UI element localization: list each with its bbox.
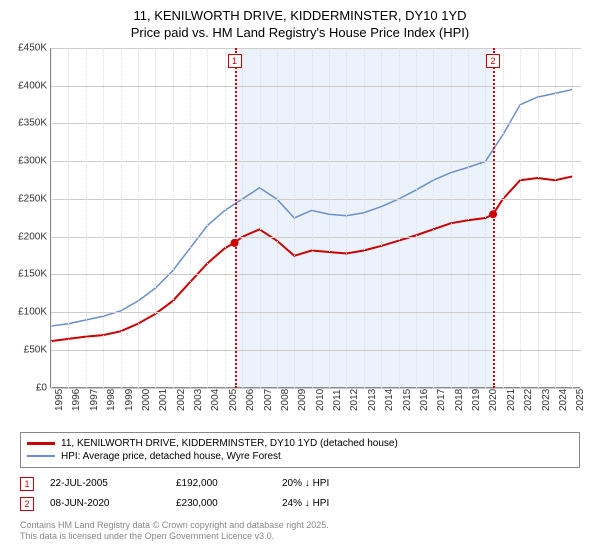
chart-area: £0 £50K £100K £150K £200K £250K £300K £350K £400… bbox=[10, 48, 590, 428]
y-axis-label: £300K bbox=[11, 156, 47, 167]
line-layer bbox=[51, 48, 581, 388]
x-axis-label: 2018 bbox=[454, 389, 465, 411]
annotation-num: 2 bbox=[20, 497, 34, 511]
y-axis-label: £200K bbox=[11, 231, 47, 242]
x-axis-label: 2007 bbox=[263, 389, 274, 411]
x-axis-label: 2016 bbox=[419, 389, 430, 411]
x-axis-label: 2025 bbox=[575, 389, 586, 411]
legend-swatch bbox=[27, 455, 55, 457]
x-axis-label: 2004 bbox=[210, 389, 221, 411]
x-axis-label: 2009 bbox=[297, 389, 308, 411]
y-axis-label: £100K bbox=[11, 307, 47, 318]
y-axis-label: £0 bbox=[11, 382, 47, 393]
annotation-price: £230,000 bbox=[176, 498, 266, 509]
title-line2: Price paid vs. HM Land Registry's House … bbox=[10, 25, 590, 42]
x-axis-label: 2019 bbox=[471, 389, 482, 411]
x-axis-label: 1996 bbox=[71, 389, 82, 411]
x-axis-label: 2021 bbox=[506, 389, 517, 411]
x-axis-label: 2002 bbox=[176, 389, 187, 411]
x-axis-label: 2023 bbox=[541, 389, 552, 411]
x-axis-label: 2000 bbox=[141, 389, 152, 411]
annotation-delta: 20% ↓ HPI bbox=[282, 478, 392, 489]
y-axis-label: £350K bbox=[11, 118, 47, 129]
x-axis-label: 1998 bbox=[106, 389, 117, 411]
annotation-delta: 24% ↓ HPI bbox=[282, 498, 392, 509]
y-axis-label: £450K bbox=[11, 42, 47, 53]
chart-container: 11, KENILWORTH DRIVE, KIDDERMINSTER, DY1… bbox=[0, 0, 600, 560]
legend-label: HPI: Average price, detached house, Wyre… bbox=[61, 451, 281, 462]
x-axis-label: 2020 bbox=[488, 389, 499, 411]
footer-line1: Contains HM Land Registry data © Crown c… bbox=[20, 520, 580, 532]
y-axis-label: £250K bbox=[11, 193, 47, 204]
x-axis-label: 2015 bbox=[402, 389, 413, 411]
y-axis-label: £150K bbox=[11, 269, 47, 280]
legend-swatch bbox=[27, 442, 55, 445]
vline-marker: 1 bbox=[228, 54, 242, 68]
x-axis-label: 1995 bbox=[54, 389, 65, 411]
annotation-date: 08-JUN-2020 bbox=[50, 498, 160, 509]
x-axis-label: 2001 bbox=[158, 389, 169, 411]
chart-title: 11, KENILWORTH DRIVE, KIDDERMINSTER, DY1… bbox=[10, 8, 590, 42]
x-axis-label: 2005 bbox=[228, 389, 239, 411]
x-axis-label: 2022 bbox=[523, 389, 534, 411]
x-axis-label: 2003 bbox=[193, 389, 204, 411]
annotation-price: £192,000 bbox=[176, 478, 266, 489]
legend-item: HPI: Average price, detached house, Wyre… bbox=[27, 450, 573, 463]
plot-area: £0£50K£100K£150K£200K£250K£300K£350K£400… bbox=[50, 48, 580, 388]
title-line1: 11, KENILWORTH DRIVE, KIDDERMINSTER, DY1… bbox=[10, 8, 590, 25]
x-axis-label: 2011 bbox=[332, 389, 343, 411]
x-axis-label: 2013 bbox=[367, 389, 378, 411]
annotation-table: 1 22-JUL-2005 £192,000 20% ↓ HPI 2 08-JU… bbox=[20, 474, 580, 514]
vline-marker: 2 bbox=[486, 54, 500, 68]
y-axis-label: £400K bbox=[11, 80, 47, 91]
annotation-num: 1 bbox=[20, 477, 34, 491]
annotation-date: 22-JUL-2005 bbox=[50, 478, 160, 489]
x-axis-label: 2010 bbox=[315, 389, 326, 411]
legend-item: 11, KENILWORTH DRIVE, KIDDERMINSTER, DY1… bbox=[27, 437, 573, 450]
legend: 11, KENILWORTH DRIVE, KIDDERMINSTER, DY1… bbox=[20, 432, 580, 468]
x-axis-label: 1999 bbox=[124, 389, 135, 411]
x-axis-label: 2012 bbox=[349, 389, 360, 411]
footer-line2: This data is licensed under the Open Gov… bbox=[20, 531, 580, 543]
annotation-row: 1 22-JUL-2005 £192,000 20% ↓ HPI bbox=[20, 474, 580, 494]
x-axis-label: 2014 bbox=[384, 389, 395, 411]
y-axis-label: £50K bbox=[11, 345, 47, 356]
x-axis-label: 1997 bbox=[89, 389, 100, 411]
x-axis-label: 2008 bbox=[280, 389, 291, 411]
annotation-row: 2 08-JUN-2020 £230,000 24% ↓ HPI bbox=[20, 494, 580, 514]
x-axis-label: 2017 bbox=[436, 389, 447, 411]
x-axis-label: 2024 bbox=[558, 389, 569, 411]
x-axis-label: 2006 bbox=[245, 389, 256, 411]
legend-label: 11, KENILWORTH DRIVE, KIDDERMINSTER, DY1… bbox=[61, 438, 398, 449]
footer: Contains HM Land Registry data © Crown c… bbox=[20, 520, 580, 543]
